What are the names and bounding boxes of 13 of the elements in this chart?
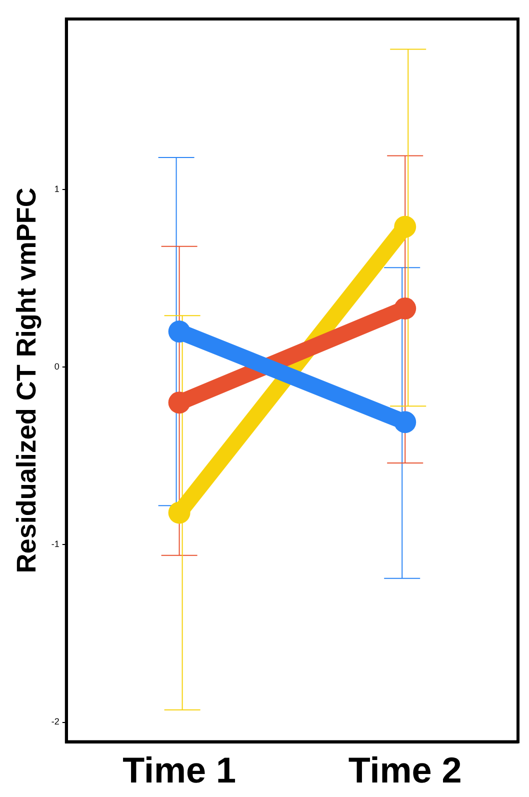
y-axis-title: Residualized CT Right vmPFC xyxy=(12,188,42,574)
point xyxy=(394,216,416,238)
point xyxy=(168,320,190,343)
y-tick-label: 1 xyxy=(54,184,60,194)
point xyxy=(394,297,416,320)
y-tick-label: -1 xyxy=(51,539,60,550)
y-tick-label: 0 xyxy=(54,362,60,372)
point xyxy=(168,502,190,524)
y-tick-label: -2 xyxy=(51,716,60,727)
x-tick-label: Time 2 xyxy=(348,749,462,790)
point xyxy=(394,411,416,434)
x-tick-label: Time 1 xyxy=(122,749,236,790)
point xyxy=(168,392,190,414)
